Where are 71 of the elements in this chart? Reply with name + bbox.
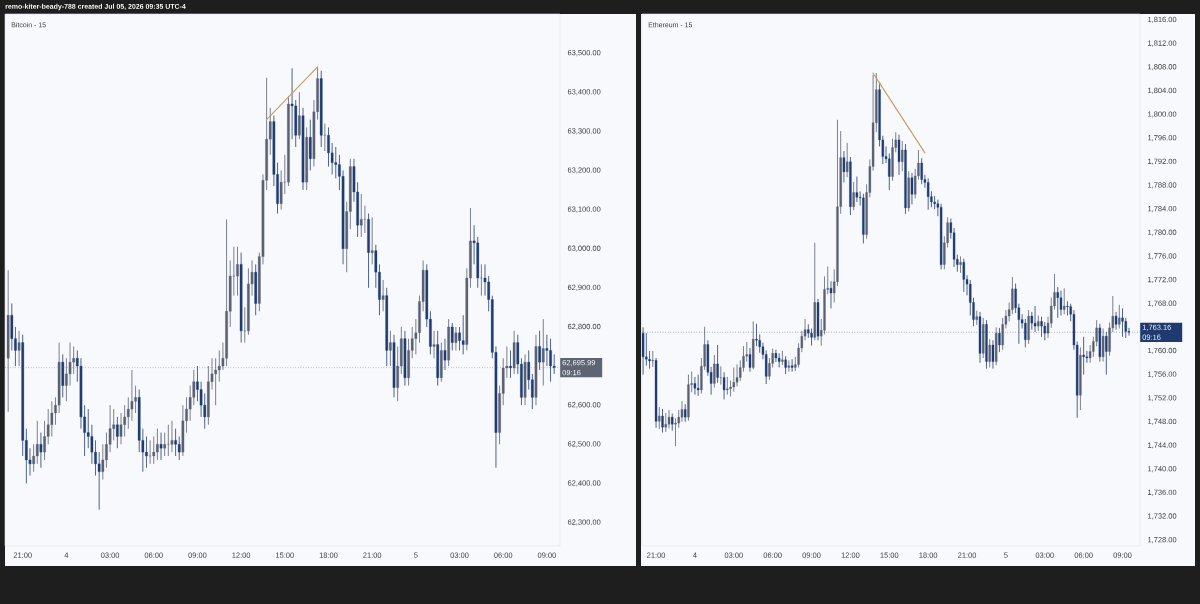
candlestick	[1101, 328, 1105, 362]
candlestick	[855, 176, 859, 203]
candlestick	[1059, 290, 1063, 316]
candlestick	[167, 424, 170, 457]
candlestick	[829, 280, 833, 309]
candlestick	[156, 428, 159, 461]
candlestick	[658, 406, 661, 430]
candlestick	[308, 119, 312, 171]
candlestick	[713, 354, 716, 388]
candlestick	[509, 350, 512, 379]
candlestick	[667, 409, 671, 429]
candlestick	[39, 432, 43, 469]
candlestick	[719, 365, 723, 386]
candlestick	[389, 330, 392, 367]
candlestick	[852, 181, 855, 211]
candlestick	[661, 408, 664, 433]
candlestick	[988, 338, 991, 368]
candlestick	[454, 326, 458, 351]
candlestick	[716, 344, 719, 384]
candlestick	[790, 358, 794, 373]
candlestick	[1114, 311, 1118, 331]
candlestick	[552, 353, 556, 375]
candlestick	[897, 134, 901, 176]
candlestick	[432, 330, 436, 359]
candlestick	[116, 416, 119, 449]
candlestick	[787, 359, 791, 373]
candlestick	[842, 150, 846, 183]
candlestick	[693, 376, 697, 396]
candlestick	[381, 279, 385, 312]
candlestick	[359, 193, 363, 238]
candlestick	[236, 246, 239, 297]
candlestick	[461, 314, 465, 355]
candlestick	[1082, 336, 1085, 375]
candlestick	[726, 376, 729, 396]
candlestick	[145, 436, 148, 469]
candlestick	[959, 255, 962, 274]
candlestick	[298, 91, 301, 140]
candlestick	[901, 140, 904, 172]
candlestick	[480, 263, 483, 297]
candlestick	[148, 439, 152, 465]
candlestick	[920, 157, 923, 185]
candlestick	[845, 142, 849, 178]
candlestick	[458, 326, 461, 351]
candlestick	[777, 352, 781, 368]
candlestick	[732, 367, 735, 393]
candlestick	[170, 420, 174, 453]
candlestick	[781, 350, 784, 366]
candlestick	[450, 322, 454, 351]
candlestick	[774, 349, 778, 363]
candlestick	[363, 205, 367, 234]
candlestick	[61, 353, 65, 398]
candlestick	[910, 172, 914, 205]
candlestick	[748, 347, 752, 373]
candlestick	[1063, 287, 1066, 315]
candlestick	[370, 217, 374, 265]
candlestick	[1118, 304, 1121, 329]
candlestick	[549, 338, 552, 383]
candlestick	[323, 123, 327, 152]
candlestick	[32, 443, 35, 473]
candlestick	[962, 258, 965, 293]
candlestick	[664, 412, 667, 433]
candlestick	[696, 374, 700, 397]
candlestick	[1027, 309, 1030, 345]
candlestick	[159, 432, 163, 461]
candlestick	[975, 310, 978, 326]
candlestick	[538, 330, 541, 371]
candlestick	[163, 432, 166, 457]
candlestick	[1056, 286, 1059, 319]
candlestick	[43, 420, 46, 461]
candlestick	[174, 428, 177, 457]
candlestick	[443, 338, 447, 371]
